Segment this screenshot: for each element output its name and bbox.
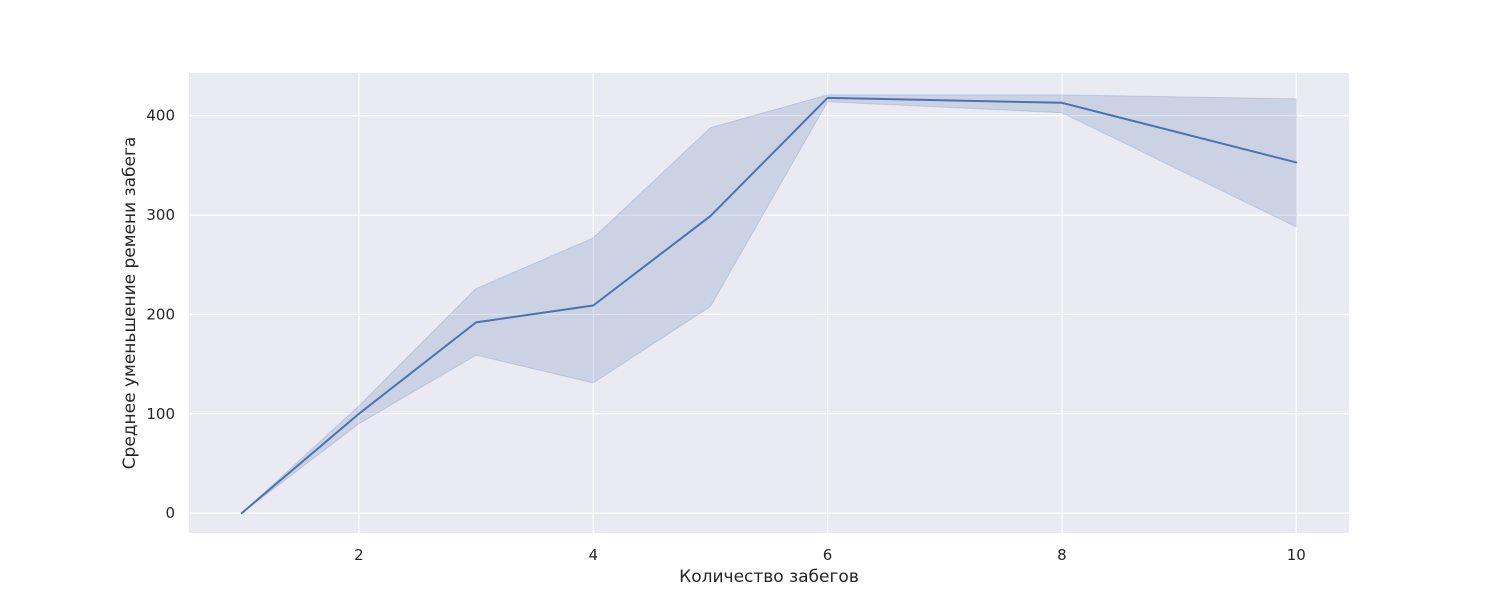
y-tick-labels: 0 100 200 300 400	[146, 107, 175, 522]
y-tick-label: 300	[146, 206, 175, 224]
series-line	[240, 96, 1298, 515]
y-tick-label: 400	[146, 107, 175, 125]
y-gridlines	[189, 115, 1349, 514]
y-tick-label: 100	[146, 405, 175, 423]
x-tick-label: 10	[1287, 546, 1306, 564]
series-lines	[240, 96, 1298, 515]
x-axis-label: Количество забегов	[679, 567, 859, 587]
x-tick-label: 4	[588, 546, 598, 564]
x-gridlines	[358, 73, 1297, 533]
y-axis-label: Среднее уменьшение ремени забега	[120, 137, 140, 470]
x-tick-labels: 2 4 6 8 10	[354, 546, 1306, 564]
y-tick-label: 200	[146, 305, 175, 323]
x-tick-label: 2	[354, 546, 364, 564]
plot-background	[189, 73, 1349, 533]
x-tick-label: 6	[823, 546, 833, 564]
x-tick-label: 8	[1057, 546, 1067, 564]
y-tick-label: 0	[165, 504, 175, 522]
